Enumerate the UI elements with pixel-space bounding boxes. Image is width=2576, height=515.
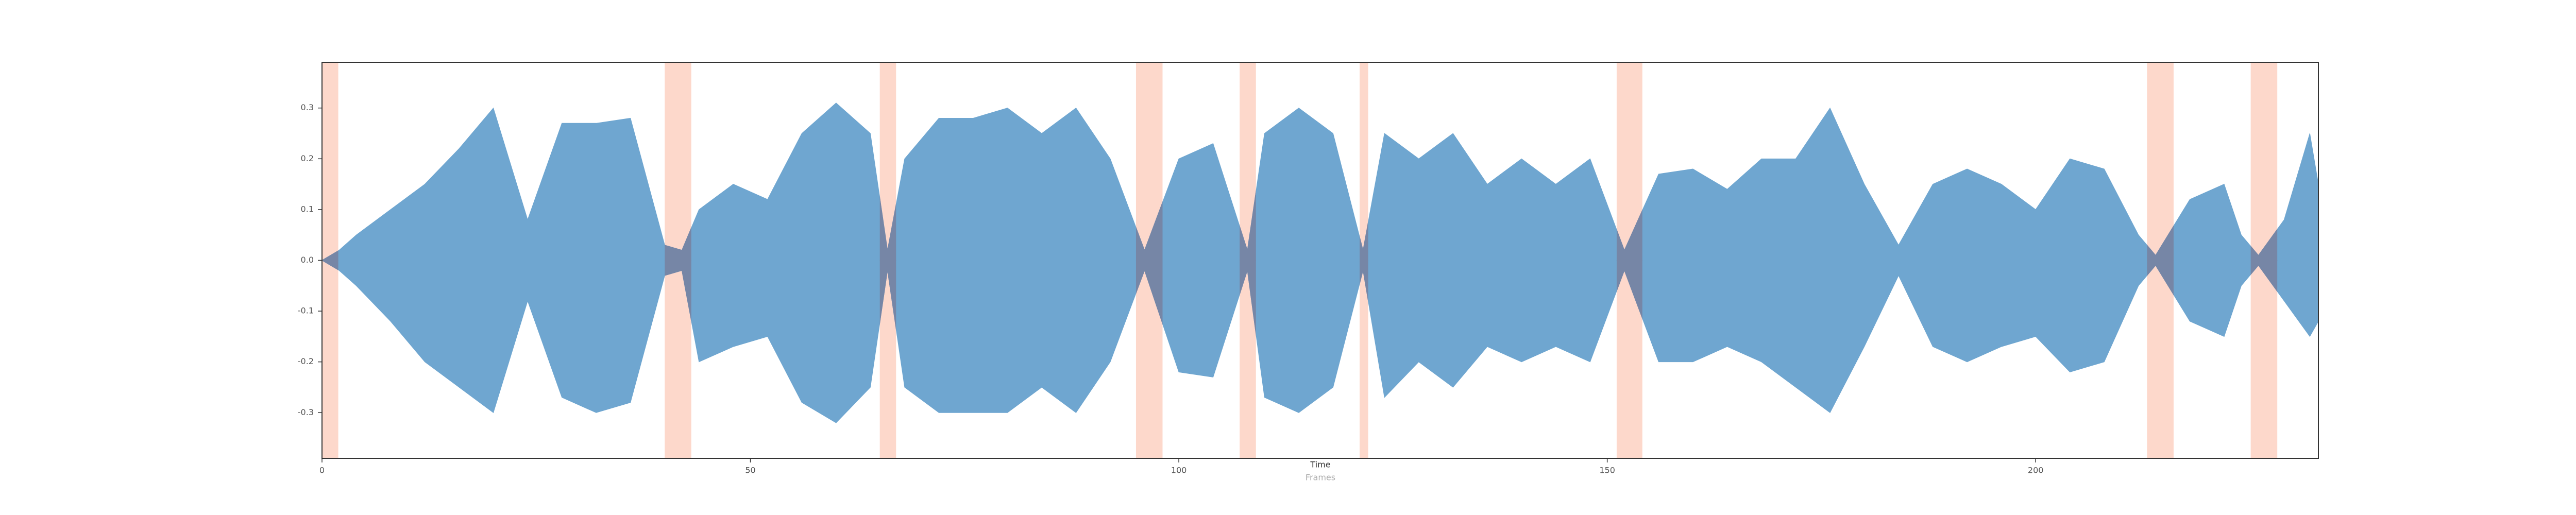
x-tick-label: 50 (745, 466, 755, 475)
waveform-area (321, 260, 2319, 423)
x-axis-sublabel: Frames (1306, 473, 1335, 483)
waveform-area (321, 102, 2319, 261)
y-tick-label: 0.0 (301, 255, 314, 265)
y-tick-label: -0.3 (298, 407, 314, 417)
x-axis-label: Time (1310, 460, 1330, 470)
x-tick-label: 100 (1171, 466, 1187, 475)
x-tick-label: 0 (319, 466, 325, 475)
y-tick-label: 0.2 (301, 153, 314, 163)
y-tick-label: 0.1 (301, 204, 314, 214)
x-tick-label: 150 (1599, 466, 1615, 475)
y-tick-label: -0.2 (298, 356, 314, 366)
y-tick-label: -0.1 (298, 306, 314, 316)
x-tick-label: 200 (2028, 466, 2044, 475)
y-tick-label: 0.3 (301, 102, 314, 112)
